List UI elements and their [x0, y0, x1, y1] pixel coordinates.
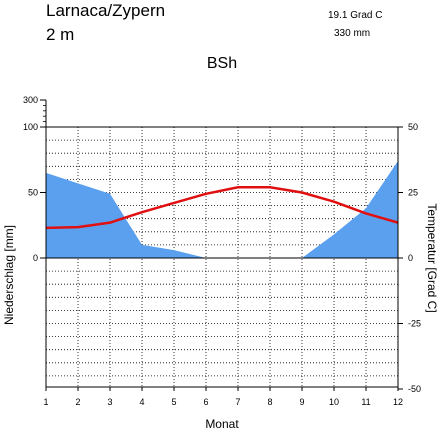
annual-temperature: 19.1 Grad C [328, 10, 382, 21]
x-tick-label: 8 [267, 397, 272, 407]
station-elevation: 2 m [46, 25, 74, 44]
y-left-tick-label: 0 [33, 253, 38, 263]
x-tick-label: 6 [203, 397, 208, 407]
x-axis-title: Monat [205, 417, 239, 430]
x-tick-label: 7 [235, 397, 240, 407]
precipitation-area [46, 161, 398, 258]
y-right-tick-label: -50 [408, 384, 421, 394]
y-right-tick-label: 25 [408, 188, 418, 198]
x-tick-label: 2 [75, 397, 80, 407]
frame-layer [45, 126, 399, 388]
y-axis-title-left: Niederschlag [mm] [2, 225, 16, 325]
annual-precipitation: 330 mm [334, 28, 370, 39]
y-left-tick-label: 50 [28, 188, 38, 198]
plot-frame [45, 126, 399, 388]
y-axis-title-right: Temperatur [Grad C] [425, 203, 439, 312]
y-right-tick-label: 50 [408, 122, 418, 132]
y-left-tick-label: 100 [23, 122, 38, 132]
y-right-tick-label: 0 [408, 253, 413, 263]
x-tick-label: 11 [361, 397, 370, 407]
precipitation-layer [45, 160, 399, 259]
x-tick-label: 12 [393, 397, 403, 407]
temperature-line [45, 186, 399, 230]
station-name: Larnaca/Zypern [46, 1, 165, 20]
x-tick-label: 10 [329, 397, 339, 407]
x-tick-label: 9 [299, 397, 304, 407]
x-tick-label: 5 [171, 397, 176, 407]
x-tick-label: 1 [43, 397, 48, 407]
y-left-tick-label: 300 [23, 95, 38, 105]
x-tick-label: 3 [107, 397, 112, 407]
y-right-tick-label: -25 [408, 319, 421, 329]
x-tick-label: 4 [139, 397, 144, 407]
climate-classification: BSh [207, 55, 237, 72]
